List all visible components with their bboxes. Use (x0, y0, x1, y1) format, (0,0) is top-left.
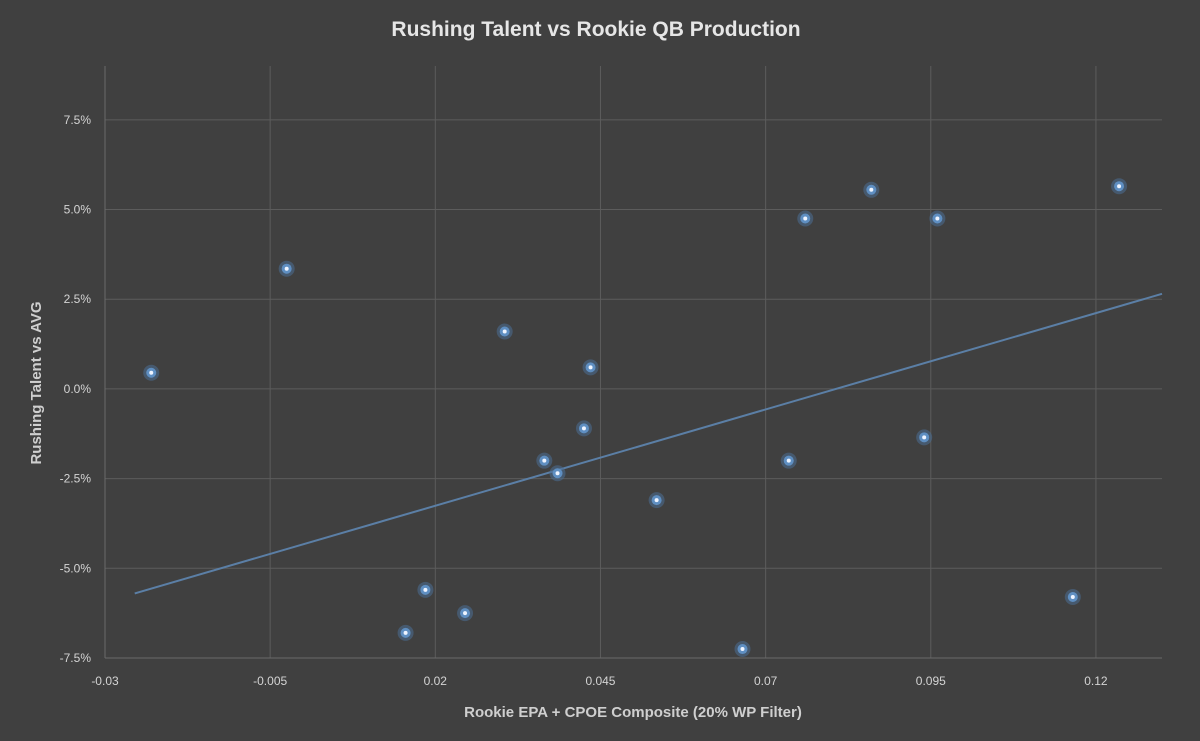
x-tick-label: 0.02 (424, 674, 448, 688)
data-point (780, 452, 797, 469)
x-tick-label: 0.12 (1084, 674, 1108, 688)
y-tick-label: 0.0% (64, 382, 92, 396)
data-point (916, 429, 933, 446)
data-point (734, 641, 751, 658)
x-tick-label: 0.045 (585, 674, 615, 688)
data-point (863, 181, 880, 198)
data-point (929, 210, 946, 227)
data-point (549, 465, 566, 482)
x-tick-label: -0.005 (253, 674, 287, 688)
y-tick-label: -5.0% (60, 561, 92, 575)
y-tick-label: -2.5% (60, 472, 92, 486)
data-point (278, 260, 295, 277)
data-point (575, 420, 592, 437)
tick-labels: -7.5% -5.0% -2.5% 0.0% 2.5% 5.0% 7.5% -0.03 -0.0… (60, 113, 1108, 688)
linear-trendline (134, 292, 1163, 595)
y-tick-label: 5.0% (64, 203, 92, 217)
data-point (1111, 178, 1128, 195)
data-point (1064, 589, 1081, 606)
x-tick-label: 0.07 (754, 674, 778, 688)
data-point (496, 323, 513, 340)
data-point (397, 624, 414, 641)
x-axis-title: Rookie EPA + CPOE Composite (20% WP Filt… (464, 704, 802, 721)
data-point (797, 210, 814, 227)
grid-lines (105, 66, 1162, 658)
data-point (143, 364, 160, 381)
data-points (143, 178, 1128, 658)
y-tick-label: 2.5% (64, 292, 92, 306)
x-tick-label: 0.095 (916, 674, 946, 688)
x-tick-label: -0.03 (91, 674, 119, 688)
axes (104, 66, 1162, 659)
y-axis-title: Rushing Talent vs AVG (28, 301, 45, 464)
data-point (417, 581, 434, 598)
y-tick-label: 7.5% (64, 113, 92, 127)
y-tick-label: -7.5% (60, 651, 92, 665)
data-point (457, 605, 474, 622)
trendline-layer (134, 292, 1163, 595)
data-point (648, 492, 665, 509)
data-point (536, 452, 553, 469)
chart-title: Rushing Talent vs Rookie QB Production (391, 18, 800, 41)
data-point (582, 359, 599, 376)
